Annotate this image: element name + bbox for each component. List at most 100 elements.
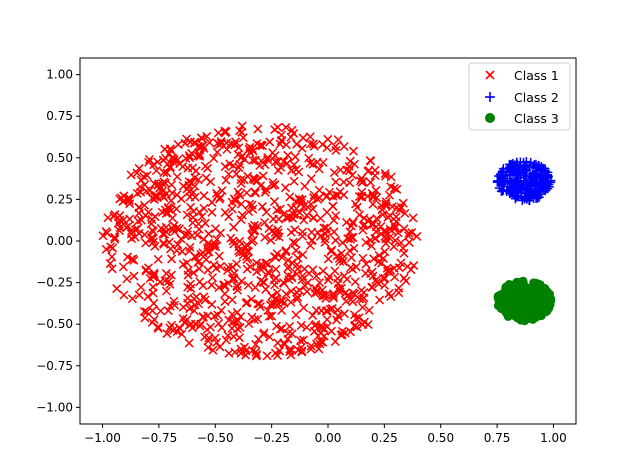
data-point-x [188,218,198,228]
data-point-x [312,157,322,167]
data-point-x [272,249,282,259]
data-point-x [345,246,355,256]
data-point-x [220,297,230,307]
data-point-x [329,215,339,225]
data-point-x [336,248,346,258]
data-point-x [287,329,297,339]
data-point-x [354,210,364,220]
data-point-x [348,146,359,156]
data-point-circle [500,286,510,296]
data-point-x [182,210,192,220]
data-point-x [300,181,310,191]
data-point-x [162,329,172,339]
data-point-plus [523,188,533,198]
data-point-x [253,314,263,324]
data-point-x [367,219,377,229]
data-point-x [127,294,137,304]
data-point-x [371,227,381,237]
data-point-x [380,273,390,283]
data-point-x [311,339,321,349]
data-point-plus [517,196,527,206]
data-point-x [290,238,300,248]
data-point-x [308,139,318,149]
data-point-x [220,128,230,138]
data-point-x [243,253,253,263]
data-point-x [361,237,371,248]
data-point-x [148,234,158,244]
data-point-x [243,280,253,290]
data-point-plus [540,176,550,186]
data-point-plus [528,172,538,182]
data-point-x [404,228,414,238]
data-point-x [275,346,285,356]
data-point-x [253,124,263,134]
data-point-x [199,143,209,153]
legend-marker-plus-icon [485,92,495,102]
data-point-x [390,236,400,246]
data-point-x [386,265,396,275]
data-point-x [198,312,208,323]
data-point-x [129,271,139,281]
data-point-x [141,211,151,221]
data-point-x [378,273,388,283]
data-point-x [323,275,333,285]
data-point-plus [498,185,508,195]
data-point-x [322,143,332,153]
data-point-x [392,184,402,194]
data-point-x [279,156,289,166]
data-point-x [224,212,234,222]
data-point-x [126,170,136,180]
data-point-x [132,224,142,234]
data-point-x [350,277,360,287]
data-point-x [209,153,219,163]
data-point-x [378,253,388,263]
data-point-x [213,128,223,138]
data-point-x [331,145,341,156]
data-point-x [195,151,205,161]
data-point-x [225,159,235,169]
data-point-x [280,183,290,193]
data-point-x [348,297,358,307]
data-point-x [285,347,295,357]
data-point-x [173,140,183,150]
data-point-x [220,126,230,136]
data-point-x [237,121,247,131]
x-tick-label: −1.00 [84,431,121,445]
data-point-x [119,290,129,300]
data-point-x [347,170,357,180]
data-point-x [286,297,296,307]
data-point-x [168,213,178,223]
data-point-x [255,141,265,151]
data-point-x [177,329,187,339]
data-point-x [110,234,120,244]
data-point-x [340,288,350,298]
data-point-x [348,218,358,228]
data-point-x [208,345,218,355]
data-point-x [366,177,376,187]
data-point-x [286,227,296,237]
data-point-x [297,271,308,281]
data-point-x [268,214,278,224]
data-point-plus [519,182,529,192]
data-point-x [266,235,276,245]
data-point-x [323,134,333,144]
data-point-x [314,185,324,195]
data-point-x [369,254,379,264]
data-point-x [134,208,144,218]
data-point-x [339,190,349,200]
data-point-x [302,287,312,297]
data-point-x [230,140,240,150]
data-point-x [389,183,399,193]
data-point-x [197,212,207,222]
data-point-x [265,137,275,147]
data-point-x [232,282,242,292]
data-point-x [339,271,349,281]
data-point-x [393,228,403,238]
data-point-x [134,290,144,300]
data-point-x [134,163,144,173]
data-point-x [254,299,264,309]
data-point-x [279,339,290,349]
data-point-x [326,326,336,336]
data-point-x [151,166,161,176]
data-point-x [149,298,159,308]
